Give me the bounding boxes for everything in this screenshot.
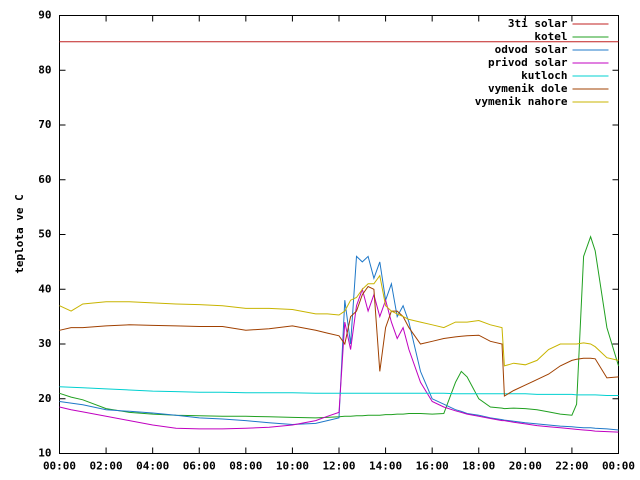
x-tick-label: 10:00 xyxy=(276,460,309,473)
y-tick-label: 30 xyxy=(38,337,51,350)
y-tick-label: 50 xyxy=(38,228,51,241)
y-tick-label: 70 xyxy=(38,118,51,131)
x-tick-label: 06:00 xyxy=(183,460,216,473)
legend-label: odvod solar xyxy=(495,43,568,56)
x-tick-label: 04:00 xyxy=(136,460,169,473)
x-tick-label: 20:00 xyxy=(509,460,542,473)
x-tick-label: 14:00 xyxy=(369,460,402,473)
y-tick-label: 40 xyxy=(38,282,51,295)
y-axis-label: teplota ve C xyxy=(13,194,26,273)
y-tick-label: 60 xyxy=(38,173,51,186)
series-line xyxy=(59,255,619,431)
legend-label: vymenik nahore xyxy=(475,95,568,108)
x-tick-label: 02:00 xyxy=(90,460,123,473)
x-tick-label: 00:00 xyxy=(602,460,635,473)
x-tick-label: 18:00 xyxy=(462,460,495,473)
legend-label: privod solar xyxy=(488,56,568,69)
legend-label: kotel xyxy=(534,30,567,43)
legend-label: 3ti solar xyxy=(508,17,568,30)
series-line xyxy=(59,285,619,397)
legend-label: kutloch xyxy=(521,69,567,82)
y-tick-label: 10 xyxy=(38,447,51,460)
x-tick-label: 00:00 xyxy=(43,460,76,473)
series-line xyxy=(59,287,619,433)
legend-label: vymenik dole xyxy=(488,82,568,95)
series-line xyxy=(59,386,619,396)
y-tick-label: 20 xyxy=(38,392,51,405)
x-tick-label: 12:00 xyxy=(322,460,355,473)
series-line xyxy=(59,235,619,419)
x-tick-label: 16:00 xyxy=(416,460,449,473)
series-line xyxy=(59,274,619,367)
y-tick-label: 90 xyxy=(38,9,51,22)
x-tick-label: 22:00 xyxy=(555,460,588,473)
y-tick-label: 80 xyxy=(38,63,51,76)
x-tick-label: 08:00 xyxy=(229,460,262,473)
